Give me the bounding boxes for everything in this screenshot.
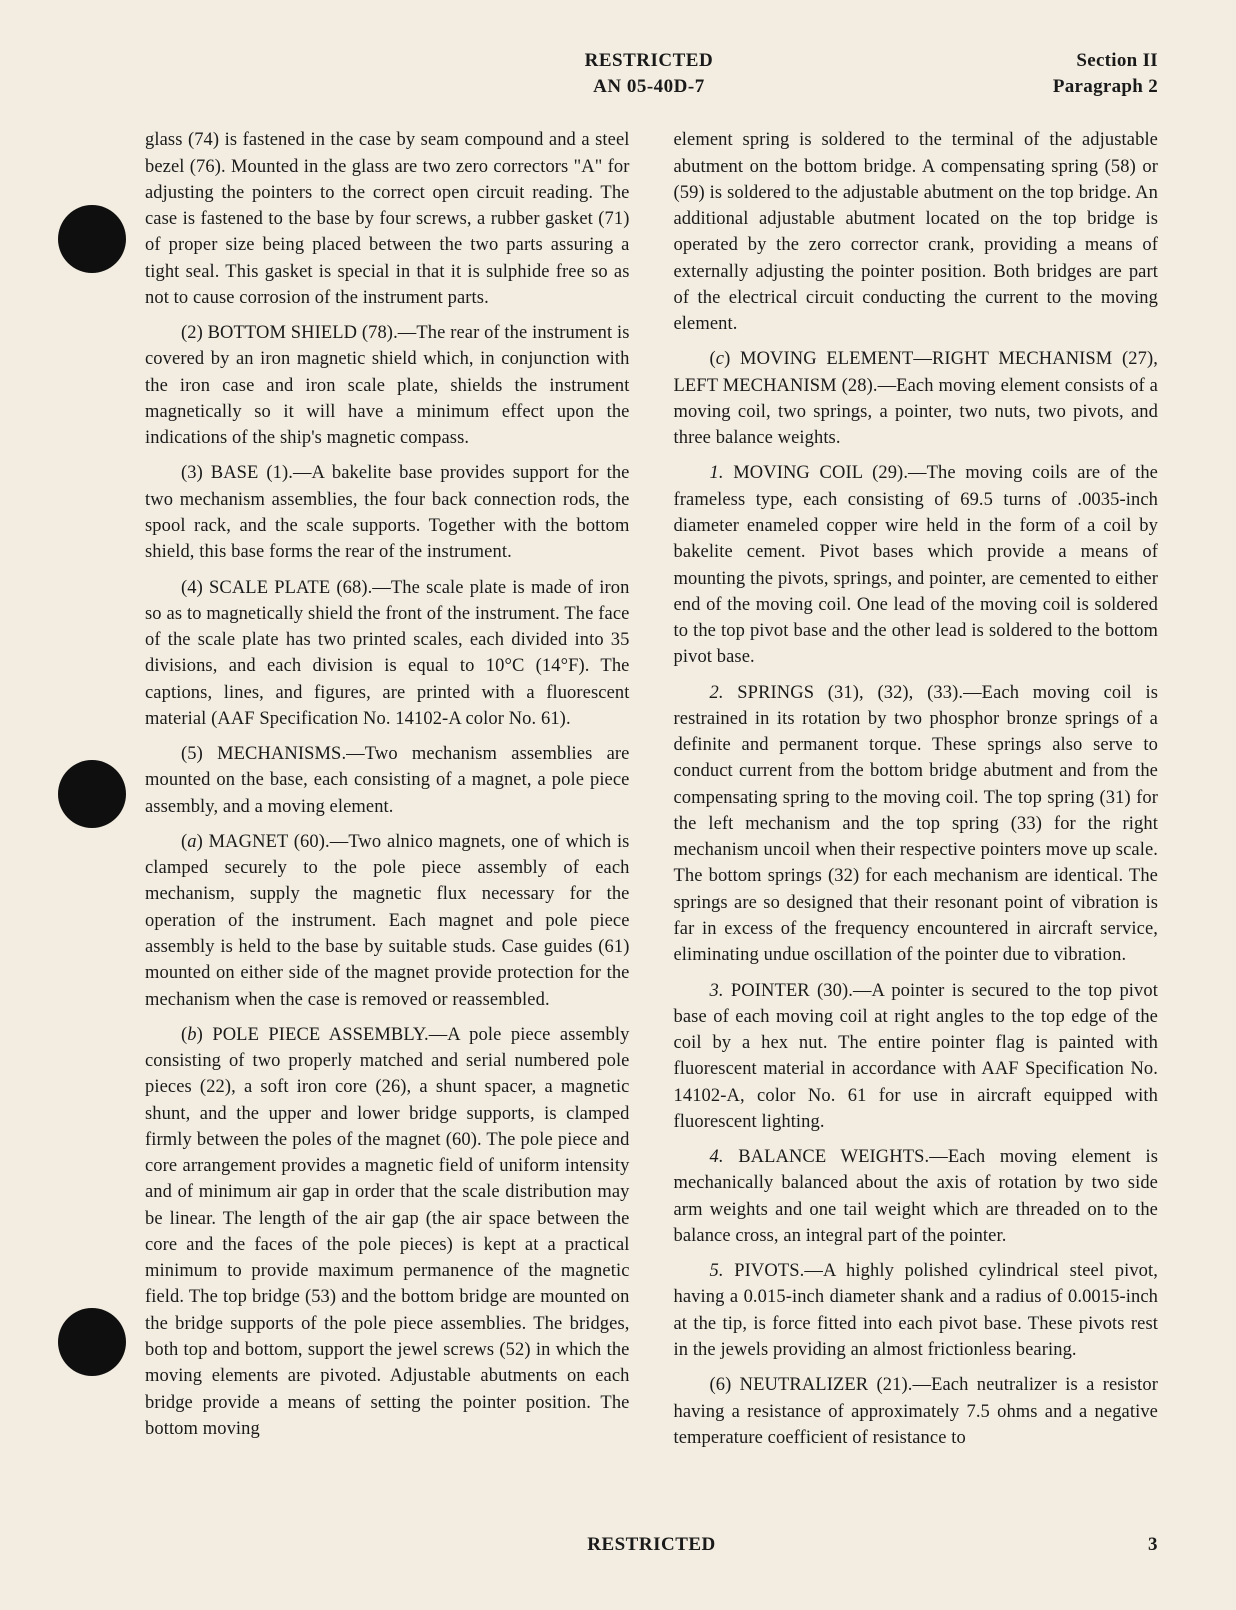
body-paragraph: 5. PIVOTS.—A highly polished cylindrical…: [674, 1258, 1159, 1363]
footer-classification: RESTRICTED: [145, 1534, 1158, 1556]
section-label: Section II: [1053, 48, 1158, 74]
page-header: RESTRICTED AN 05-40D-7 Section II Paragr…: [145, 48, 1158, 99]
header-center: RESTRICTED AN 05-40D-7: [245, 48, 1053, 99]
body-columns: glass (74) is fastened in the case by se…: [145, 127, 1158, 1455]
body-paragraph: (3) BASE (1).—A bakelite base provides s…: [145, 460, 630, 565]
punch-hole-icon: [58, 205, 126, 273]
body-paragraph: (2) BOTTOM SHIELD (78).—The rear of the …: [145, 320, 630, 451]
body-paragraph: (6) NEUTRALIZER (21).—Each neutralizer i…: [674, 1372, 1159, 1451]
punch-hole-icon: [58, 760, 126, 828]
body-paragraph: 1. MOVING COIL (29).—The moving coils ar…: [674, 460, 1159, 670]
punch-hole-icon: [58, 1308, 126, 1376]
body-paragraph: (5) MECHANISMS.—Two mechanism assemblies…: [145, 741, 630, 820]
body-paragraph: glass (74) is fastened in the case by se…: [145, 127, 630, 311]
classification-label: RESTRICTED: [245, 48, 1053, 74]
body-paragraph: 2. SPRINGS (31), (32), (33).—Each moving…: [674, 680, 1159, 969]
paragraph-label: Paragraph 2: [1053, 74, 1158, 100]
body-paragraph: (a) MAGNET (60).—Two alnico magnets, one…: [145, 829, 630, 1013]
body-paragraph: (b) POLE PIECE ASSEMBLY.—A pole piece as…: [145, 1022, 630, 1442]
body-paragraph: (c) MOVING ELEMENT—RIGHT MECHANISM (27),…: [674, 346, 1159, 451]
body-paragraph: (4) SCALE PLATE (68).—The scale plate is…: [145, 575, 630, 733]
page-number: 3: [1148, 1534, 1158, 1556]
document-page: RESTRICTED AN 05-40D-7 Section II Paragr…: [0, 0, 1236, 1610]
body-paragraph: 4. BALANCE WEIGHTS.—Each moving element …: [674, 1144, 1159, 1249]
document-number: AN 05-40D-7: [245, 74, 1053, 100]
body-paragraph: element spring is soldered to the termin…: [674, 127, 1159, 337]
body-paragraph: 3. POINTER (30).—A pointer is secured to…: [674, 978, 1159, 1136]
page-footer: RESTRICTED 3: [145, 1534, 1158, 1556]
header-right: Section II Paragraph 2: [1053, 48, 1158, 99]
